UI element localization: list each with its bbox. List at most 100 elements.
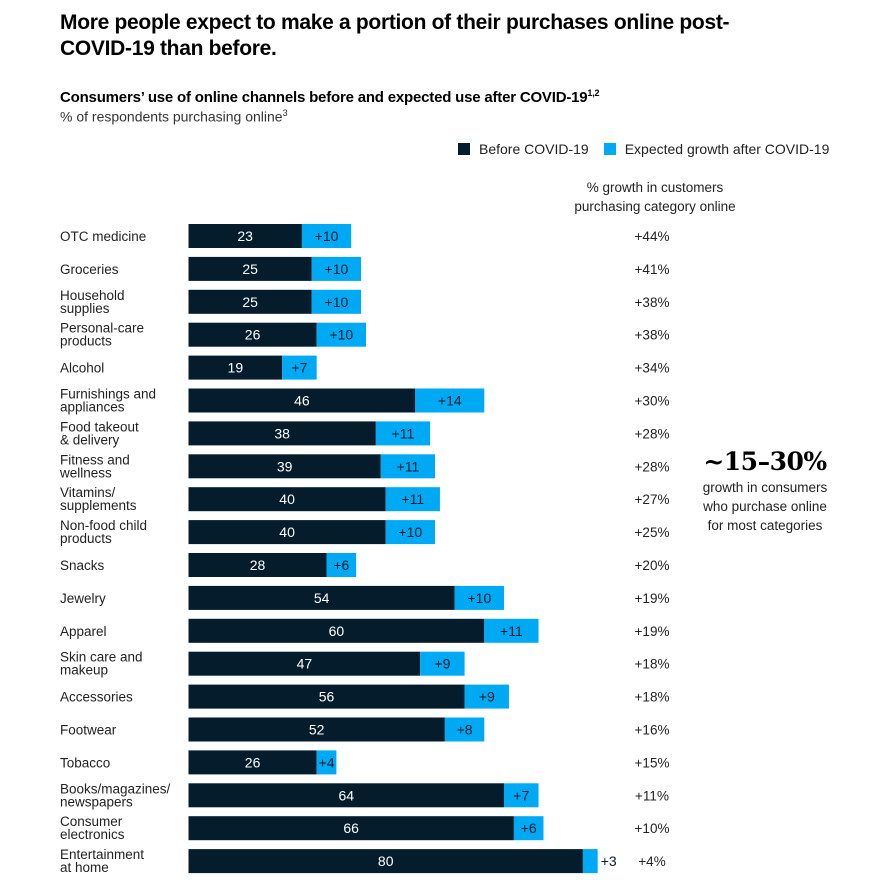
chart-subtitle: Consumers’ use of online channels before… (60, 88, 600, 106)
category-label: Furnishings and appliances (60, 387, 156, 415)
growth-column-header: % growth in customers purchasing categor… (574, 180, 736, 214)
growth-percent-label: +10% (635, 821, 670, 836)
growth-percent-label: +18% (635, 657, 670, 672)
category-label: Tobacco (60, 755, 110, 770)
value-label-growth: +11 (500, 623, 523, 639)
category-label: Footwear (60, 723, 117, 738)
bar-before-covid (188, 520, 386, 545)
callout: ~15–30% growth in consumers who purchase… (700, 446, 830, 535)
value-label-growth: +10 (467, 590, 491, 606)
growth-percent-label: +4% (638, 854, 665, 869)
value-label-before: 19 (228, 360, 244, 376)
growth-percent-label: +15% (635, 755, 670, 770)
bar-expected-growth (513, 816, 544, 841)
growth-percent-label: +16% (635, 723, 670, 738)
bar-before-covid (188, 553, 327, 577)
legend: Before COVID-19 Expected growth after CO… (458, 141, 844, 157)
bar-expected-growth (385, 520, 435, 545)
bar-expected-growth (311, 289, 362, 314)
growth-percent-label: +11% (635, 788, 669, 803)
value-label-before: 47 (297, 656, 313, 672)
bar-before-covid (188, 750, 317, 775)
value-label-growth: +3 (601, 853, 617, 869)
value-label-growth: +14 (438, 393, 462, 409)
value-label-growth: +10 (329, 327, 353, 343)
value-label-before: 40 (279, 524, 295, 540)
growth-percent-label: +19% (635, 591, 670, 606)
legend-label-expected: Expected growth after COVID-19 (624, 141, 830, 157)
bar-before-covid (188, 224, 302, 248)
legend-swatch-expected (603, 143, 616, 155)
legend-item-expected: Expected growth after COVID-19 (603, 141, 830, 157)
value-label-before: 46 (294, 393, 310, 409)
category-label: Alcohol (60, 361, 104, 376)
legend-item-before: Before COVID-19 (458, 141, 589, 157)
growth-percent-label: +18% (635, 690, 670, 705)
value-label-growth: +11 (401, 491, 424, 507)
bar-before-covid (188, 355, 283, 380)
category-label: Consumer electronics (60, 814, 125, 842)
value-label-before: 38 (274, 425, 290, 441)
unit-text: % of respondents purchasing online (60, 108, 283, 125)
growth-percent-label: +34% (635, 361, 670, 376)
growth-percent-label: +28% (635, 459, 670, 474)
value-label-before: 25 (242, 261, 258, 277)
bar-before-covid (188, 816, 514, 841)
category-label: Accessories (60, 690, 133, 705)
bar-expected-growth (454, 585, 505, 610)
value-label-before: 40 (279, 491, 295, 507)
bar-expected-growth (375, 421, 431, 446)
category-label: Snacks (60, 558, 105, 573)
subtitle-footnote: 1,2 (587, 88, 600, 98)
value-label-growth: +9 (479, 689, 495, 705)
growth-percent-label: +25% (635, 525, 670, 540)
value-label-growth: +10 (398, 524, 422, 540)
bar-expected-growth (385, 487, 440, 512)
growth-percent-label: +19% (635, 624, 670, 639)
callout-headline: ~15–30% (703, 447, 827, 476)
value-label-growth: +4 (319, 754, 335, 770)
category-label: Books/magazines/newspapers (60, 781, 171, 809)
bar-before-covid (188, 717, 445, 742)
category-label: Entertainment at home (60, 847, 144, 875)
callout-text: growth in consumers who purchase online … (702, 480, 828, 533)
growth-percent-label: +28% (635, 426, 670, 441)
bar-before-covid (188, 651, 421, 676)
category-label: Food takeout & delivery (60, 419, 139, 447)
growth-percent-label: +38% (635, 328, 670, 343)
value-label-before: 80 (378, 853, 394, 869)
bar-before-covid (188, 585, 455, 610)
category-label: Apparel (60, 624, 107, 639)
value-label-before: 60 (329, 623, 345, 639)
value-label-before: 28 (250, 557, 266, 573)
bar-before-covid (188, 454, 381, 479)
category-label: Personal-care products (60, 321, 144, 349)
value-label-before: 66 (343, 820, 359, 836)
bar-expected-growth (420, 651, 465, 676)
category-label: Non-food child products (60, 518, 147, 546)
category-label: OTC medicine (60, 229, 146, 244)
value-label-growth: +10 (325, 294, 349, 310)
bar-expected-growth (582, 849, 598, 874)
value-label-growth: +10 (315, 228, 339, 244)
value-label-growth: +6 (521, 820, 537, 836)
bar-before-covid (188, 388, 416, 413)
bar-expected-growth (484, 618, 539, 643)
bar-before-covid (188, 322, 317, 347)
growth-percent-label: +44% (635, 229, 670, 244)
unit-label: % of respondents purchasing online3 (60, 108, 288, 125)
bar-expected-growth (301, 224, 352, 248)
category-label: Fitness and wellness (59, 452, 130, 480)
value-label-before: 39 (277, 458, 293, 474)
bar-before-covid (188, 289, 312, 314)
value-label-before: 54 (314, 590, 330, 606)
bar-expected-growth (316, 322, 366, 347)
growth-percent-label: +27% (635, 492, 670, 507)
bar-expected-growth (326, 553, 357, 577)
growth-percent-label: +41% (635, 262, 670, 277)
bar-expected-growth (504, 783, 539, 808)
growth-percent-label: +30% (635, 394, 670, 409)
unit-footnote: 3 (282, 108, 288, 118)
value-label-growth: +11 (392, 425, 415, 441)
